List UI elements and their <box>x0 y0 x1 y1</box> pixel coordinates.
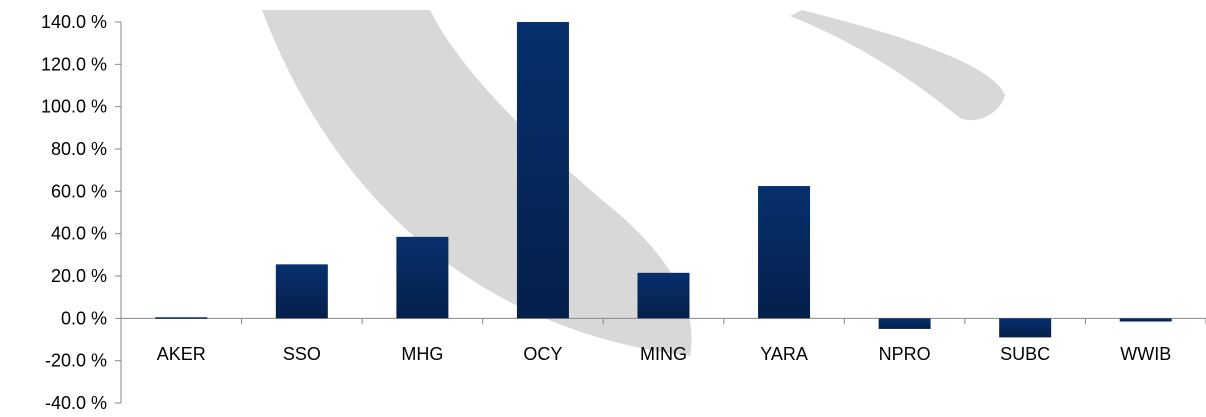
y-tick-label: 140.0 % <box>41 12 107 32</box>
x-tick-label: OCY <box>523 344 562 364</box>
y-tick-label: 60.0 % <box>51 181 107 201</box>
y-tick-label: 120.0 % <box>41 54 107 74</box>
x-tick-label: AKER <box>157 344 206 364</box>
bar-npro <box>878 318 931 329</box>
y-tick-label: 80.0 % <box>51 139 107 159</box>
x-tick-label: MHG <box>401 344 443 364</box>
bar-subc <box>999 318 1052 338</box>
bar-aker <box>155 317 208 319</box>
tick-labels: 140.0 % 120.0 % 100.0 % 80.0 % 60.0 % 40.0 % 2… <box>41 12 1171 413</box>
bars <box>155 22 1172 338</box>
bar-sso <box>275 264 328 319</box>
x-tick-label: NPRO <box>879 344 931 364</box>
x-tick-label: WWIB <box>1120 344 1171 364</box>
x-tick-label: MING <box>640 344 687 364</box>
bar-ocy <box>516 22 569 319</box>
watermark-upper-arc <box>790 10 1005 121</box>
bar-wwib <box>1119 318 1172 322</box>
watermark-swirl <box>262 10 1005 356</box>
y-tick-label: 0.0 % <box>61 308 107 328</box>
y-tick-label: 40.0 % <box>51 224 107 244</box>
x-tick-label: SSO <box>283 344 321 364</box>
y-tick-label: 20.0 % <box>51 266 107 286</box>
watermark-lower-arc <box>262 10 692 356</box>
y-tick-label: 100.0 % <box>41 97 107 117</box>
x-tick-label: YARA <box>760 344 808 364</box>
y-tick-label: -20.0 % <box>45 351 107 371</box>
bar-mhg <box>396 236 449 319</box>
bar-ming <box>637 272 690 319</box>
bar-yara <box>758 186 811 319</box>
x-tick-label: SUBC <box>1000 344 1050 364</box>
y-tick-label: -40.0 % <box>45 393 107 412</box>
